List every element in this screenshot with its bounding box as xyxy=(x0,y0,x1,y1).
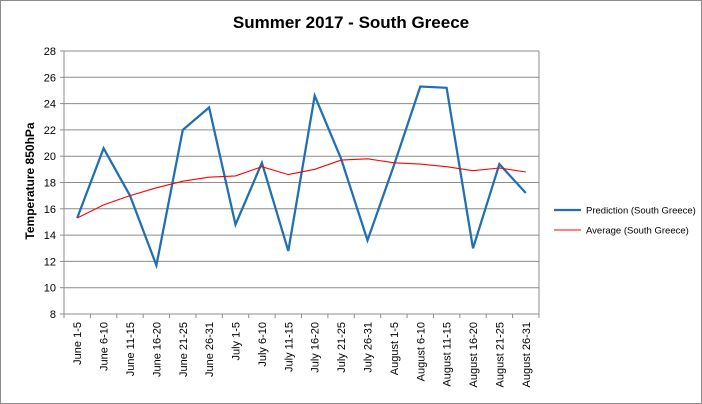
series-line-prediction xyxy=(76,85,527,270)
x-tick-label: August 26-31 xyxy=(521,322,533,387)
gridlines xyxy=(60,50,539,315)
x-tick-label: July 16-20 xyxy=(310,322,322,373)
x-tick-label: June 6-10 xyxy=(99,322,111,371)
y-axis-label: Temperature 850hPa xyxy=(23,122,37,239)
y-tick-labels: 8 10 12 14 16 18 20 22 24 26 28 xyxy=(44,46,56,321)
y-tick-label: 26 xyxy=(44,72,56,84)
x-tick-label: June 1-5 xyxy=(72,322,84,365)
chart-title: Summer 2017 - South Greece xyxy=(233,13,469,32)
x-tick-label: July 21-25 xyxy=(336,322,348,373)
y-tick-label: 22 xyxy=(44,125,56,137)
x-tick-label: July 6-10 xyxy=(257,322,269,367)
x-tick-labels: June 1-5 June 6-10 June 11-15 June 16-20 Jun… xyxy=(72,322,533,387)
x-tick-label: August 1-5 xyxy=(389,322,401,375)
y-tick-label: 8 xyxy=(50,309,56,321)
x-tick-label: July 11-15 xyxy=(283,322,295,372)
x-tick-label: August 11-15 xyxy=(442,322,454,387)
y-tick-label: 14 xyxy=(44,230,56,242)
x-tick-label: July 1-5 xyxy=(231,322,243,361)
x-tick-label: June 21-25 xyxy=(178,322,190,377)
x-tick-label: August 6-10 xyxy=(415,322,427,381)
x-tick-label: July 26-31 xyxy=(362,322,374,373)
y-tick-label: 28 xyxy=(44,46,56,58)
x-tick-label: August 16-20 xyxy=(468,322,480,387)
series-lines xyxy=(76,85,527,270)
y-tick-label: 18 xyxy=(44,178,56,190)
legend-label: Average (South Greece) xyxy=(586,226,689,237)
x-tick-label: August 21-25 xyxy=(494,322,506,387)
x-tick-label: June 26-31 xyxy=(204,322,216,377)
axes xyxy=(63,51,540,318)
legend-label: Prediction (South Greece) xyxy=(586,206,696,217)
x-tick-label: June 16-20 xyxy=(151,322,163,377)
x-tick-label: June 11-15 xyxy=(125,322,137,376)
y-tick-label: 20 xyxy=(44,151,56,163)
y-tick-label: 12 xyxy=(44,256,56,268)
series-line-average xyxy=(76,158,526,219)
y-tick-label: 16 xyxy=(44,204,56,216)
legend: Prediction (South Greece) Average (South … xyxy=(554,206,696,237)
y-tick-label: 24 xyxy=(44,99,56,111)
y-tick-label: 10 xyxy=(44,283,56,295)
